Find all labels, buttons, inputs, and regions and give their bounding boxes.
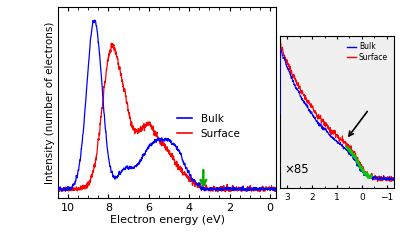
- Legend: Bulk, Surface: Bulk, Surface: [176, 114, 240, 139]
- Text: ×85: ×85: [284, 163, 309, 176]
- Legend: Bulk, Surface: Bulk, Surface: [344, 40, 390, 64]
- X-axis label: Electron energy (eV): Electron energy (eV): [110, 215, 224, 225]
- Y-axis label: Intensity (number of electrons): Intensity (number of electrons): [45, 21, 55, 183]
